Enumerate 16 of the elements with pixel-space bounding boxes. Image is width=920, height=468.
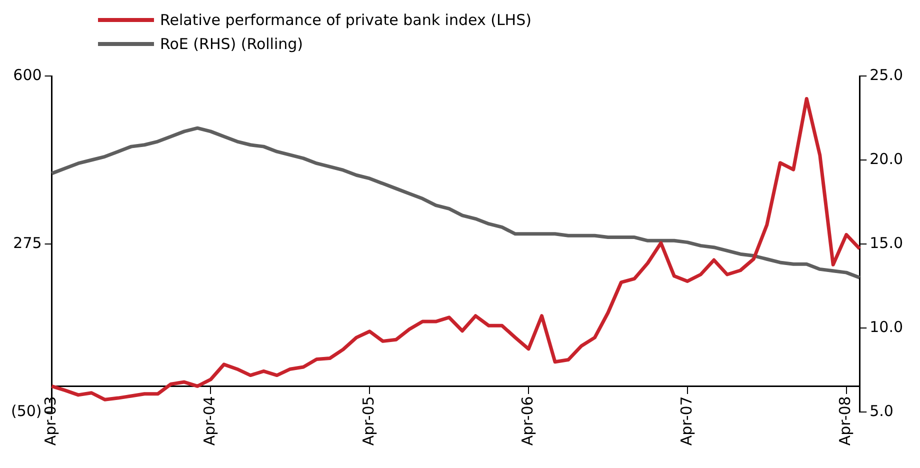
x-tick-label: Apr-06	[518, 396, 536, 446]
y2-tick-label: 10.0	[870, 318, 904, 336]
x-tick-label: Apr-07	[677, 396, 696, 446]
x-tick-label: Apr-08	[836, 396, 854, 446]
legend-label: Relative performance of private bank index (LHS)	[160, 10, 532, 31]
y-tick-label: 600	[13, 66, 42, 84]
x-tick-label: Apr-04	[200, 396, 219, 446]
y2-tick-label: 5.0	[870, 402, 894, 420]
y-tick-label: (50)	[10, 402, 42, 420]
x-tick-label: Apr-05	[360, 396, 378, 446]
y2-tick-label: 15.0	[870, 234, 904, 252]
y2-tick-label: 25.0	[870, 66, 904, 84]
y-tick-label: 275	[13, 234, 42, 252]
y2-tick-label: 20.0	[870, 150, 904, 168]
legend-label: RoE (RHS) (Rolling)	[160, 34, 304, 55]
x-tick-label: Apr-03	[42, 396, 60, 446]
